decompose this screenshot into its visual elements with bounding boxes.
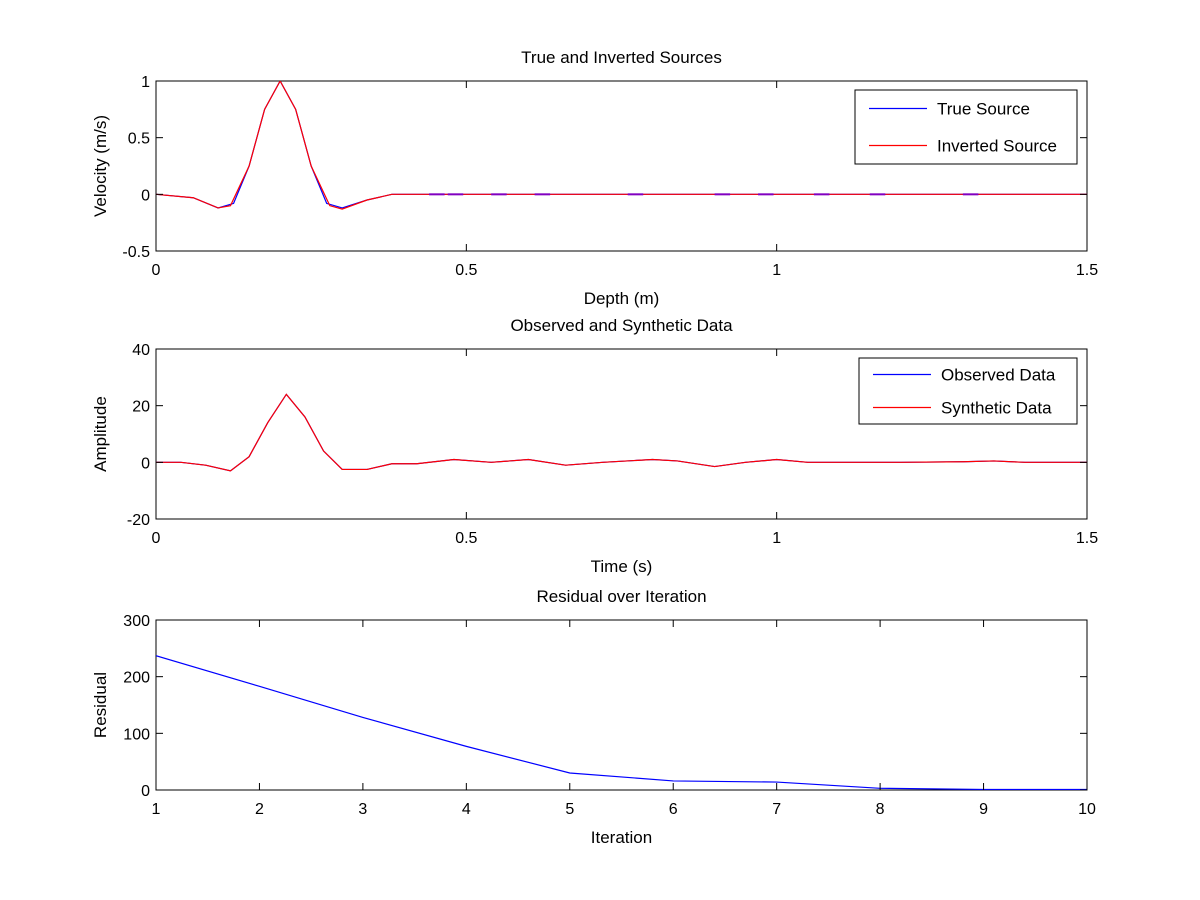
y-tick-label: 0.5 <box>128 131 150 148</box>
x-tick-label: 1.5 <box>1076 530 1098 547</box>
x-tick-label: 1.5 <box>1076 262 1098 279</box>
y-tick-label: 1 <box>141 74 150 91</box>
y-tick-label: 0 <box>141 187 150 204</box>
x-tick-label: 1 <box>772 530 781 547</box>
y-tick-label: 20 <box>132 399 150 416</box>
y-axis-label: Amplitude <box>91 396 110 472</box>
y-axis-label: Velocity (m/s) <box>91 115 110 217</box>
x-tick-label: 4 <box>462 801 471 818</box>
x-tick-label: 0.5 <box>455 262 477 279</box>
legend-entry: Synthetic Data <box>941 399 1052 418</box>
x-axis-label: Depth (m) <box>584 289 660 308</box>
legend-entry: Observed Data <box>941 366 1056 385</box>
plot-area <box>155 619 1088 791</box>
x-tick-label: 0 <box>152 530 161 547</box>
y-tick-label: 0 <box>141 783 150 800</box>
y-tick-label: -0.5 <box>122 244 150 261</box>
y-tick-label: 300 <box>123 613 150 630</box>
x-tick-label: 0.5 <box>455 530 477 547</box>
legend-entry: Inverted Source <box>937 137 1057 156</box>
x-tick-label: 3 <box>358 801 367 818</box>
x-tick-label: 10 <box>1078 801 1096 818</box>
y-tick-label: -20 <box>127 512 150 529</box>
legend: Observed Data Synthetic Data <box>858 357 1078 425</box>
y-tick-label: 200 <box>123 670 150 687</box>
x-tick-label: 0 <box>152 262 161 279</box>
series-line-inverted-source <box>156 81 1087 210</box>
x-tick-label: 9 <box>979 801 988 818</box>
legend-box <box>858 357 1078 425</box>
legend-entry: True Source <box>937 100 1030 119</box>
legend: True Source Inverted Source <box>854 89 1078 165</box>
y-tick-label: 0 <box>141 455 150 472</box>
y-axis-label: Residual <box>91 672 110 738</box>
x-tick-label: 6 <box>669 801 678 818</box>
x-tick-label: 2 <box>255 801 264 818</box>
chart-title: Observed and Synthetic Data <box>510 316 733 335</box>
x-tick-label: 1 <box>152 801 161 818</box>
series-line-residual <box>156 655 1087 790</box>
x-tick-label: 7 <box>772 801 781 818</box>
x-tick-label: 8 <box>876 801 885 818</box>
x-axis-label: Time (s) <box>591 557 653 576</box>
chart-title: Residual over Iteration <box>536 587 706 606</box>
y-tick-label: 100 <box>123 726 150 743</box>
series-line-synthetic-data <box>156 393 1087 472</box>
legend-box <box>854 89 1078 165</box>
x-tick-label: 1 <box>772 262 781 279</box>
chart-title: True and Inverted Sources <box>521 48 722 67</box>
y-tick-label: 40 <box>132 342 150 359</box>
x-axis-label: Iteration <box>591 828 652 847</box>
x-tick-label: 5 <box>565 801 574 818</box>
